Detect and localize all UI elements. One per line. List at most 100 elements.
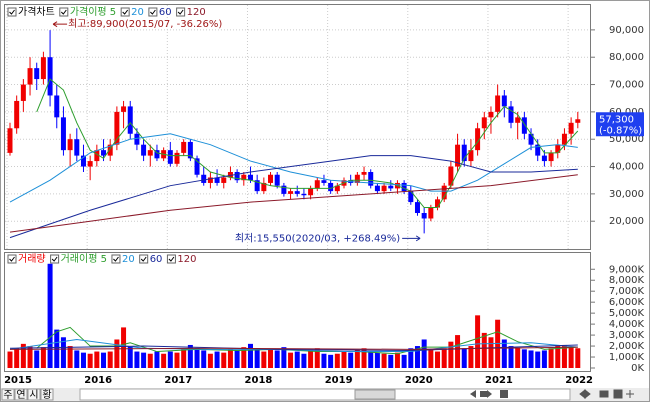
toolbar-button[interactable] <box>1 388 15 401</box>
candle-body <box>207 177 213 183</box>
candle-body <box>368 172 374 186</box>
candle-body <box>468 150 474 162</box>
volume-bar <box>34 350 40 368</box>
legend-check <box>148 7 158 17</box>
volume-bar <box>274 350 280 368</box>
volume-bar <box>575 348 581 368</box>
legend-label: 가격이평 5 <box>70 5 116 18</box>
moving-average <box>9 338 578 353</box>
candle-body <box>401 182 407 192</box>
volume-bar <box>368 351 374 368</box>
x-tick-label: 2021 <box>485 375 513 386</box>
volume-bar <box>247 343 253 368</box>
y-tick-label: 30,000 <box>609 189 644 200</box>
y-tick-label: 6,000K <box>609 297 645 308</box>
volume-bar <box>334 353 340 368</box>
volume-bar <box>448 341 454 368</box>
volume-bar <box>361 348 367 368</box>
candle-body <box>575 119 581 123</box>
candle-body <box>294 191 300 194</box>
candle-body <box>261 182 267 192</box>
legend-label: 20 <box>122 254 135 265</box>
volume-bar <box>121 327 127 368</box>
volume-bar <box>94 351 100 368</box>
y-tick-label: 20,000 <box>609 216 644 227</box>
volume-bar <box>87 353 93 368</box>
volume-bar <box>328 354 334 368</box>
candle-body <box>221 177 227 183</box>
y-tick-label: 5,000K <box>609 308 645 319</box>
candle-body <box>515 117 521 123</box>
toolbar-button[interactable] <box>27 388 41 401</box>
candle-body <box>247 174 253 181</box>
y-tick-label: 50,000 <box>609 134 644 145</box>
candle-body <box>107 144 113 156</box>
y-tick-label: 3,000K <box>609 330 645 341</box>
legend-check <box>7 7 17 17</box>
toolbar-label: 연 <box>16 389 25 401</box>
volume-bar <box>561 344 567 368</box>
volume-bar <box>288 352 294 368</box>
volume-bar <box>147 353 153 368</box>
volume-bar <box>127 346 133 368</box>
last-price-label: 57,300 <box>599 114 634 125</box>
moving-average <box>9 155 578 239</box>
candle-body <box>268 174 274 183</box>
volume-bar <box>481 332 487 368</box>
volume-bar <box>475 315 481 368</box>
candle-body <box>374 185 380 192</box>
candle-body <box>60 117 66 151</box>
volume-bar <box>388 354 394 368</box>
legend-label: 가격차트 <box>18 5 55 18</box>
y-tick-label: 1,000K <box>609 352 645 363</box>
legend-check <box>120 7 130 17</box>
toolbar-button[interactable] <box>40 388 54 401</box>
legend-check <box>139 254 149 264</box>
candle-body <box>428 207 434 219</box>
candle-body <box>214 177 220 183</box>
legend-label: 120 <box>187 7 206 18</box>
y-tick-label: 9,000K <box>609 264 645 275</box>
y-tick-label: 0K <box>631 363 644 374</box>
candle-body <box>421 213 427 219</box>
volume-bar <box>341 351 347 368</box>
candle-body <box>495 95 501 112</box>
legend-check <box>50 254 60 264</box>
low-annotation: 최저:15,550(2020/03, +268.49%) <box>235 232 400 244</box>
candle-body <box>455 144 461 167</box>
candle-body <box>561 133 567 145</box>
candle-body <box>80 155 86 167</box>
candle-body <box>388 185 394 189</box>
candle-body <box>74 139 80 156</box>
volume-bar <box>314 348 320 368</box>
legend-label: 60 <box>150 254 163 265</box>
volume-bar <box>428 349 434 368</box>
volume-bar <box>14 348 20 368</box>
last-price-change: (-0.87%) <box>599 125 642 136</box>
legend-check-mark <box>122 9 129 15</box>
candle-body <box>121 106 127 112</box>
volume-bar <box>167 351 173 368</box>
price-pane <box>4 4 591 250</box>
candle-body <box>27 68 33 85</box>
candle-body <box>101 150 107 156</box>
volume-bar <box>201 350 207 368</box>
volume-bar <box>548 348 554 368</box>
scroll-thumb[interactable] <box>354 389 396 400</box>
candle-body <box>127 106 133 134</box>
volume-bar <box>221 352 227 368</box>
moving-average <box>9 346 578 350</box>
volume-bar <box>401 354 407 368</box>
candle-body <box>154 150 160 159</box>
volume-bar <box>107 351 113 368</box>
volume-bar <box>541 350 547 368</box>
candle-body <box>181 141 187 153</box>
candle-body <box>274 174 280 186</box>
volume-bar <box>234 350 240 368</box>
scroll-track[interactable] <box>79 388 571 401</box>
volume-bar <box>441 348 447 368</box>
volume-bar <box>308 349 314 368</box>
candle-body <box>408 191 414 203</box>
volume-bar <box>47 263 53 368</box>
toolbar-button[interactable] <box>14 388 28 401</box>
